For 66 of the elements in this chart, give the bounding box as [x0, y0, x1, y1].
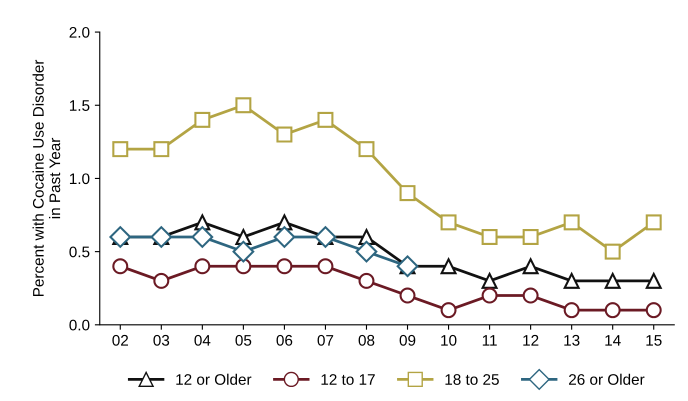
y-tick-label: 2.0 — [70, 26, 90, 38]
point — [235, 258, 252, 274]
x-tick-label: 15 — [646, 335, 662, 346]
x-tick-label: 05 — [235, 334, 252, 346]
point — [232, 240, 254, 262]
legend-label: 12 or Older — [176, 374, 252, 385]
point — [564, 302, 580, 318]
x-tick-label: 03 — [153, 334, 170, 346]
x-tick-label: 12 — [523, 334, 538, 346]
point — [274, 226, 296, 248]
point — [564, 214, 580, 230]
point — [482, 288, 498, 304]
point — [604, 302, 621, 318]
y-tick-label: 1.5 — [70, 100, 90, 111]
point — [522, 229, 539, 245]
x-tick-label: 10 — [441, 334, 456, 346]
point — [646, 272, 662, 289]
x-tick-label: 07 — [318, 334, 334, 346]
point — [112, 258, 128, 274]
point — [194, 112, 210, 128]
point — [109, 226, 132, 248]
x-tick-label: 06 — [276, 334, 292, 346]
point — [522, 258, 539, 274]
y-tick-label: 0.5 — [69, 246, 90, 258]
point — [235, 97, 252, 114]
point — [194, 258, 210, 274]
y-axis-title: Percent with Cocaine Use Disorder in Past Year — [32, 60, 60, 296]
point — [153, 272, 170, 289]
point — [358, 272, 374, 289]
point — [440, 258, 457, 274]
point — [317, 112, 334, 128]
y-tick-label: 1.0 — [70, 173, 90, 184]
y-tick-label: 0.0 — [69, 320, 90, 330]
point — [482, 229, 498, 245]
point — [191, 226, 214, 248]
point — [153, 141, 170, 158]
point — [112, 141, 128, 158]
x-tick-label: 11 — [482, 335, 497, 346]
point — [400, 185, 416, 202]
point — [276, 258, 292, 274]
point — [276, 126, 292, 143]
point — [646, 214, 662, 230]
point — [440, 302, 457, 318]
x-tick-label: 04 — [194, 334, 210, 346]
x-tick-label: 08 — [358, 334, 374, 346]
point — [440, 214, 457, 230]
legend-label: 26 or Older — [569, 374, 644, 385]
point — [396, 255, 418, 278]
x-tick-label: 13 — [564, 334, 580, 346]
legend-label: 12 to 17 — [321, 374, 375, 385]
point — [400, 288, 416, 304]
point — [564, 272, 580, 289]
point — [522, 288, 539, 304]
x-tick-label: 09 — [400, 334, 416, 346]
point — [482, 272, 498, 289]
x-tick-label: 02 — [112, 334, 128, 346]
point — [604, 244, 621, 260]
x-tick-label: 14 — [605, 335, 621, 346]
point — [356, 240, 378, 262]
point — [646, 302, 662, 318]
point — [604, 272, 621, 289]
legend-label: 18 to 25 — [445, 374, 499, 385]
point — [150, 226, 172, 248]
point — [317, 258, 334, 274]
point — [314, 226, 336, 248]
point — [358, 141, 374, 158]
